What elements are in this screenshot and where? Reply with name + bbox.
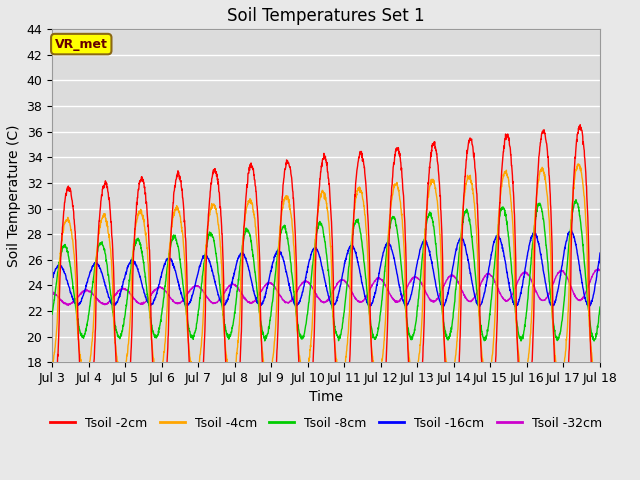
Legend: Tsoil -2cm, Tsoil -4cm, Tsoil -8cm, Tsoil -16cm, Tsoil -32cm: Tsoil -2cm, Tsoil -4cm, Tsoil -8cm, Tsoi… <box>45 412 607 435</box>
Y-axis label: Soil Temperature (C): Soil Temperature (C) <box>7 124 21 267</box>
Title: Soil Temperatures Set 1: Soil Temperatures Set 1 <box>227 7 425 25</box>
Text: VR_met: VR_met <box>55 37 108 50</box>
X-axis label: Time: Time <box>309 390 343 405</box>
